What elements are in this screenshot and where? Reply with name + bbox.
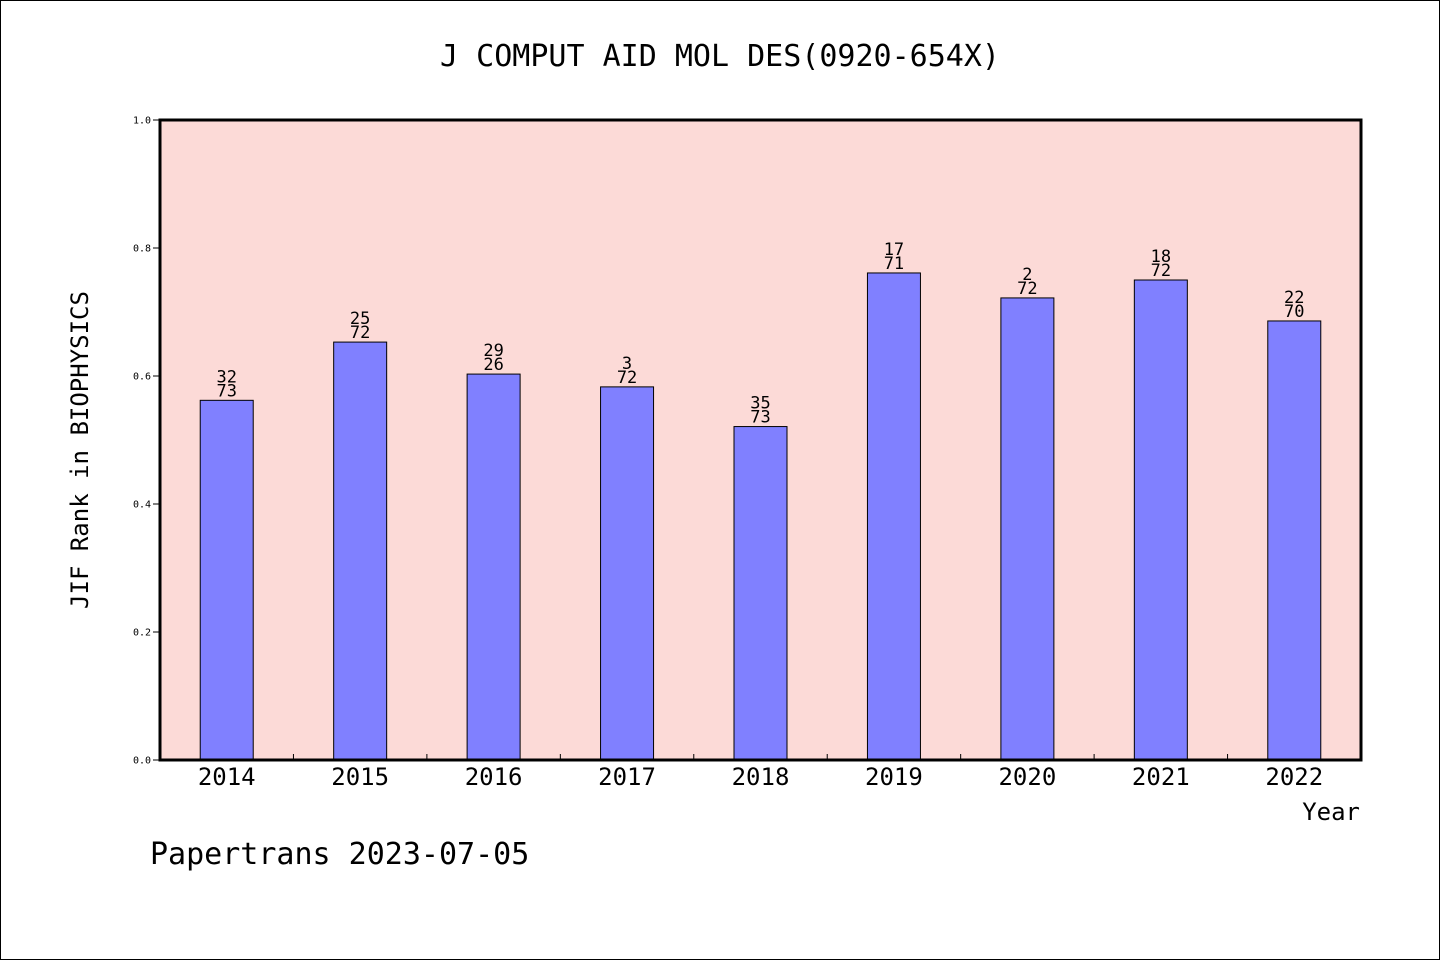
x-tick-label: 2021	[1132, 763, 1190, 791]
bar-label-total: 72	[1151, 261, 1171, 281]
y-tick-label: 0.6	[133, 372, 151, 383]
x-axis: 2014 2015 2016 2017 2018 2019 2020 2021 2022	[198, 754, 1323, 791]
bar-2020	[1000, 297, 1055, 761]
bar-2021	[1133, 279, 1188, 761]
bar-label-rank: 3	[622, 354, 632, 374]
bar-2019	[866, 272, 921, 761]
bar-2015	[333, 341, 388, 761]
bar-label-rank: 29	[483, 341, 503, 361]
y-tick-label: 1.0	[133, 116, 151, 127]
bar-label-rank: 32	[216, 367, 236, 387]
y-tick-label: 0.2	[133, 628, 151, 639]
bar-label-rank: 17	[884, 240, 904, 260]
x-tick-label: 2016	[465, 763, 523, 791]
bar-2014	[199, 399, 254, 761]
chart-title: J COMPUT AID MOL DES(0920-654X)	[440, 39, 1000, 74]
bar-label-total: 26	[483, 355, 503, 375]
bar-label-rank: 18	[1151, 247, 1171, 267]
x-axis-label: Year	[1302, 798, 1360, 826]
bar-label-total: 70	[1284, 302, 1304, 322]
bar-label-rank: 22	[1284, 288, 1304, 308]
bar-label-total: 72	[350, 323, 370, 343]
x-tick-label: 2017	[598, 763, 656, 791]
bar-label-total: 72	[1017, 279, 1037, 299]
bar-2022	[1267, 320, 1322, 761]
plot-border	[158, 118, 1363, 762]
bar-2016	[466, 373, 521, 761]
bar-label-total: 73	[216, 381, 236, 401]
bar-label-total: 71	[884, 254, 904, 274]
bar-label-total: 72	[617, 368, 637, 388]
x-tick-label: 2022	[1265, 763, 1323, 791]
footer-text: Papertrans 2023-07-05	[150, 837, 529, 872]
x-tick-label: 2014	[198, 763, 256, 791]
y-tick-label: 0.0	[133, 756, 151, 767]
y-tick-label: 0.4	[133, 500, 151, 511]
y-axis: 0.0 0.2 0.4 0.6 0.8 1.0	[133, 116, 160, 767]
x-tick-label: 2020	[998, 763, 1056, 791]
x-tick-label: 2015	[331, 763, 389, 791]
y-tick-label: 0.8	[133, 244, 151, 255]
bar-2018	[733, 426, 788, 761]
y-axis-label: JIF Rank in BIOPHYSICS	[66, 291, 94, 609]
x-tick-label: 2019	[865, 763, 923, 791]
bar-label-rank: 25	[350, 309, 370, 329]
bar-label-total: 73	[750, 408, 770, 428]
x-tick-label: 2018	[732, 763, 790, 791]
bar-label-rank: 35	[750, 394, 770, 414]
bar-label-rank: 2	[1022, 265, 1032, 285]
bar-2017	[600, 386, 655, 761]
